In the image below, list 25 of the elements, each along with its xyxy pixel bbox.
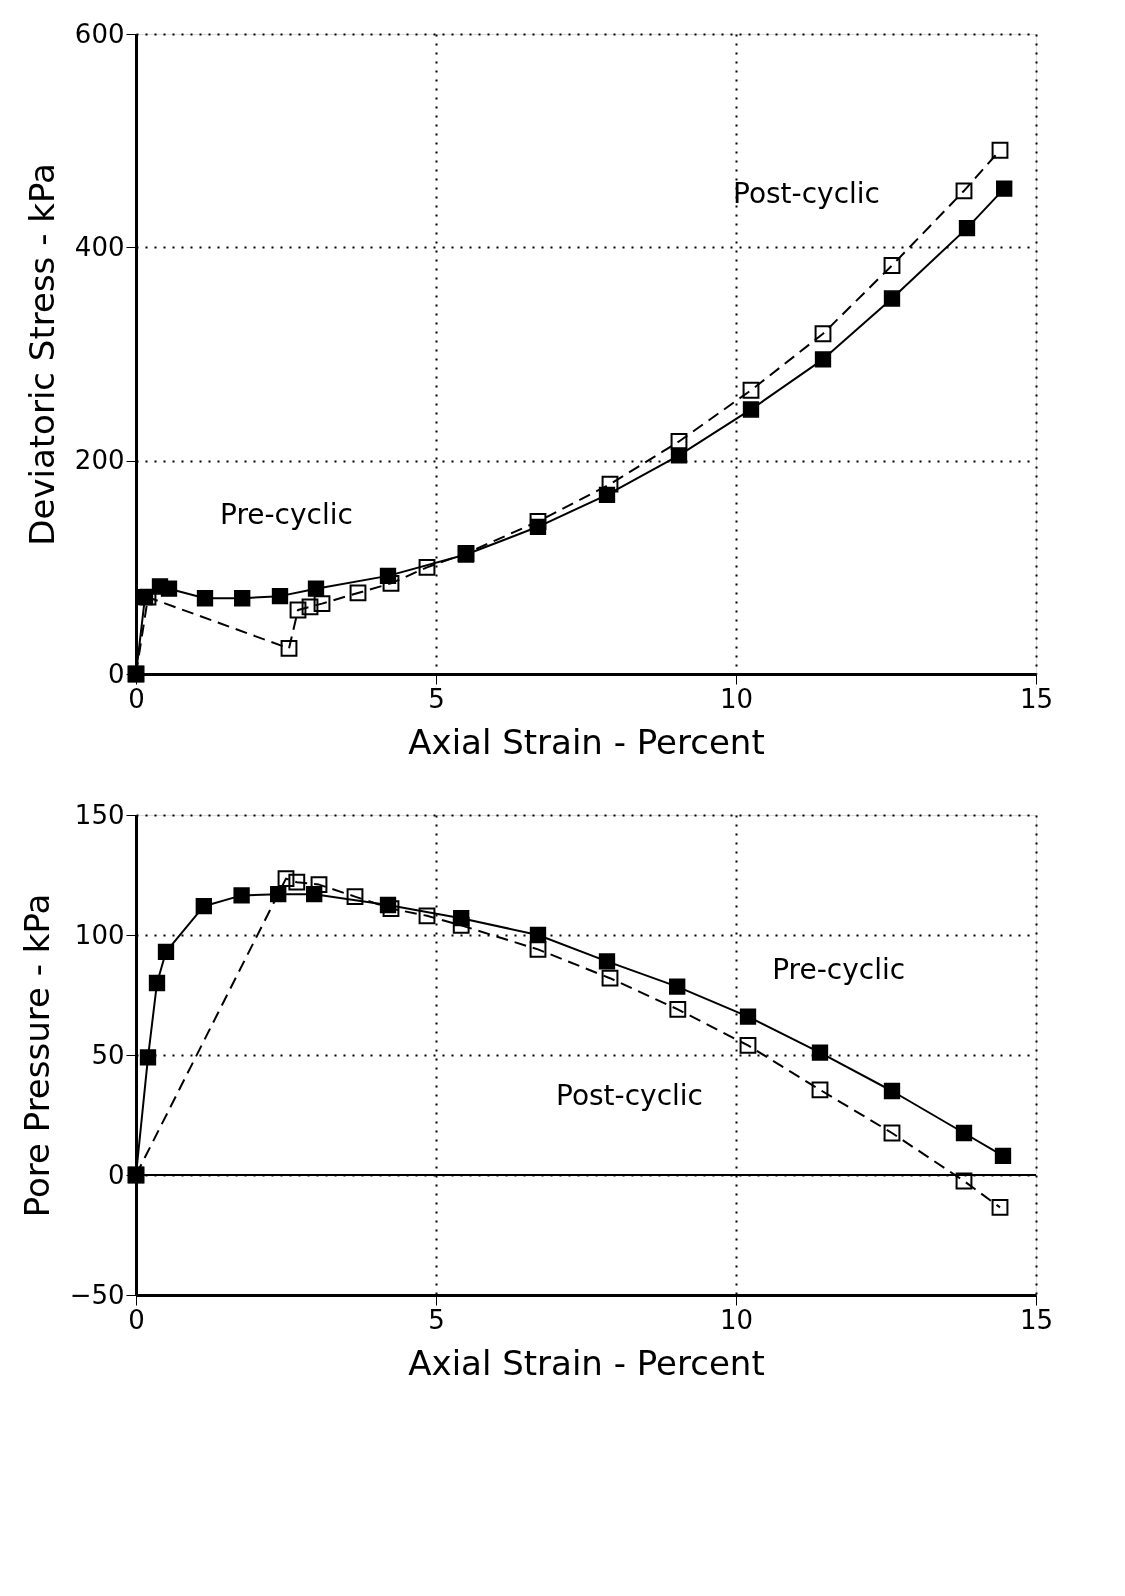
y-tick-label: 150 bbox=[74, 799, 125, 830]
x-axis-title: Axial Strain - Percent bbox=[408, 721, 765, 762]
y-tick-label: 0 bbox=[107, 1159, 125, 1190]
x-tick-label: 0 bbox=[128, 683, 145, 714]
y-tick-label: 600 bbox=[74, 18, 125, 49]
y-tick-label: 200 bbox=[74, 445, 125, 476]
y-tick-label: 50 bbox=[91, 1039, 125, 1070]
y-tick-label: −50 bbox=[69, 1279, 125, 1310]
x-tick-label: 15 bbox=[1019, 683, 1054, 714]
y-tick-label: 400 bbox=[74, 231, 125, 262]
y-tick-label: 0 bbox=[107, 658, 125, 689]
y-axis-title: Deviatoric Stress - kPa bbox=[21, 163, 62, 546]
y-tick-label: 100 bbox=[74, 919, 125, 950]
x-axis-title: Axial Strain - Percent bbox=[408, 1342, 765, 1383]
series-label: Post-cyclic bbox=[733, 177, 880, 211]
x-tick-label: 0 bbox=[128, 1304, 145, 1335]
series-label: Pre-cyclic bbox=[220, 497, 353, 531]
x-tick-label: 10 bbox=[719, 683, 754, 714]
series-label: Pre-cyclic bbox=[772, 952, 906, 986]
x-tick-label: 10 bbox=[719, 1304, 754, 1335]
series-label: Post-cyclic bbox=[556, 1079, 703, 1113]
x-tick-label: 5 bbox=[428, 1304, 445, 1335]
x-tick-label: 5 bbox=[428, 683, 445, 714]
y-axis-title: Pore Pressure - kPa bbox=[16, 893, 57, 1218]
x-tick-label: 15 bbox=[1019, 1304, 1054, 1335]
